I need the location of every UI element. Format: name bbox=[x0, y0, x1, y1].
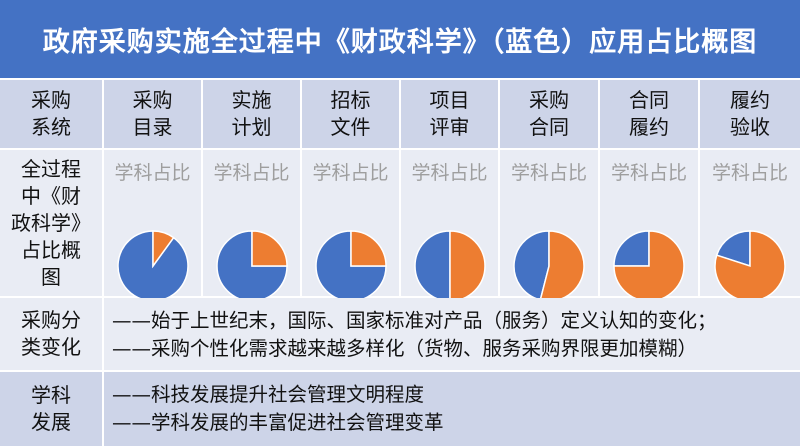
pie-slice-other bbox=[250, 230, 288, 267]
pie-cell-3: 学科占比 bbox=[302, 150, 401, 302]
pie-slice-blue bbox=[513, 230, 550, 301]
discipline-row-label: 学科 发展 bbox=[0, 372, 104, 446]
pie-chart-4 bbox=[413, 229, 487, 303]
pie-slice-other bbox=[349, 230, 387, 267]
stage-header-2: 实施 计划 bbox=[203, 80, 302, 150]
discipline-row: 学科 发展 ——科技发展提升社会管理文明程度 ——学科发展的丰富促进社会管理变革 bbox=[0, 372, 800, 446]
pie-row-label-line: 占比概 bbox=[21, 237, 81, 262]
pie-slice-blue bbox=[215, 230, 288, 302]
stage-header-4: 项目 评审 bbox=[401, 80, 500, 150]
stage-header-line: 招标 bbox=[330, 88, 371, 112]
pie-svg bbox=[714, 230, 786, 302]
pie-caption: 学科占比 bbox=[114, 162, 191, 184]
pie-slice-blue bbox=[413, 230, 451, 302]
stage-header-line: 目录 bbox=[132, 115, 173, 139]
pie-slice-blue bbox=[613, 230, 650, 267]
pie-row-label-line: 图 bbox=[41, 264, 61, 289]
pie-row-label-line: 全过程 bbox=[21, 156, 81, 181]
header-row-label-line: 系统 bbox=[31, 115, 71, 139]
discipline-lines: ——科技发展提升社会管理文明程度 ——学科发展的丰富促进社会管理变革 bbox=[112, 381, 444, 437]
pie-caption: 学科占比 bbox=[510, 162, 587, 184]
stage-header-6: 合同 履约 bbox=[600, 80, 700, 150]
pie-chart-5 bbox=[512, 229, 586, 303]
pie-chart-2 bbox=[215, 229, 289, 303]
pie-slice-other bbox=[448, 230, 486, 302]
pie-caption: 学科占比 bbox=[213, 162, 290, 184]
pie-cell-2: 学科占比 bbox=[203, 150, 302, 302]
pie-chart-3 bbox=[314, 229, 388, 303]
pie-cell-5: 学科占比 bbox=[500, 150, 600, 302]
pie-svg bbox=[116, 230, 189, 302]
pie-svg bbox=[613, 230, 685, 302]
stage-header-line: 项目 bbox=[429, 88, 470, 112]
classification-content: ——始于上世纪末，国际、国家标准对产品（服务）定义认知的变化； ——采购个性化需… bbox=[104, 298, 800, 372]
classification-row-label: 采购分 类变化 bbox=[0, 298, 104, 372]
discipline-row-label-line: 学科 bbox=[31, 383, 71, 407]
pie-chart-1 bbox=[116, 229, 190, 303]
stage-header-line: 计划 bbox=[231, 115, 272, 139]
stage-header-line: 评审 bbox=[429, 115, 470, 139]
stage-header-line: 履约 bbox=[629, 115, 669, 139]
header-row-label-line: 采购 bbox=[31, 88, 71, 112]
stage-header-5: 采购 合同 bbox=[500, 80, 600, 150]
pie-row-label-line: 中《财 bbox=[21, 183, 81, 208]
stage-header-line: 实施 bbox=[231, 88, 272, 112]
classification-line: ——始于上世纪末，国际、国家标准对产品（服务）定义认知的变化； bbox=[112, 309, 717, 332]
pie-svg bbox=[413, 230, 486, 302]
pie-svg bbox=[215, 230, 288, 302]
header-row: 采购 系统 采购 目录 实施 计划 招标 文件 项目 评审 采购 合同 合同 履约 履约 验收 bbox=[0, 80, 800, 150]
stage-header-line: 履约 bbox=[730, 88, 770, 112]
discipline-content: ——科技发展提升社会管理文明程度 ——学科发展的丰富促进社会管理变革 bbox=[104, 372, 800, 446]
discipline-row-label-line: 发展 bbox=[31, 410, 71, 434]
classification-row-label-line: 采购分 bbox=[21, 308, 81, 332]
pie-svg bbox=[513, 230, 585, 302]
classification-lines: ——始于上世纪末，国际、国家标准对产品（服务）定义认知的变化； ——采购个性化需… bbox=[112, 307, 717, 363]
pie-cell-6: 学科占比 bbox=[600, 150, 700, 302]
pie-caption: 学科占比 bbox=[312, 162, 389, 184]
pie-caption: 学科占比 bbox=[610, 162, 687, 184]
pie-slice-blue bbox=[314, 230, 387, 302]
pie-slice-other bbox=[613, 230, 685, 302]
discipline-line: ——科技发展提升社会管理文明程度 bbox=[112, 383, 425, 406]
discipline-line: ——学科发展的丰富促进社会管理变革 bbox=[112, 411, 444, 434]
pie-caption: 学科占比 bbox=[411, 162, 488, 184]
classification-row: 采购分 类变化 ——始于上世纪末，国际、国家标准对产品（服务）定义认知的变化； … bbox=[0, 298, 800, 372]
pie-slice-other bbox=[714, 230, 786, 302]
pie-row-label: 全过程 中《财 政科学》 占比概 图 bbox=[0, 150, 104, 298]
stage-header-line: 采购 bbox=[529, 88, 569, 112]
pie-cell-1: 学科占比 bbox=[104, 150, 203, 302]
header-row-label: 采购 系统 bbox=[0, 80, 104, 150]
stage-header-3: 招标 文件 bbox=[302, 80, 401, 150]
stage-header-line: 验收 bbox=[730, 115, 770, 139]
stage-header-7: 履约 验收 bbox=[700, 80, 800, 150]
pie-chart-6 bbox=[612, 229, 686, 303]
pie-row-label-line: 政科学》 bbox=[11, 210, 91, 235]
pie-caption: 学科占比 bbox=[711, 162, 788, 184]
page-title: 政府采购实施全过程中《财政科学》（蓝色）应用占比概图 bbox=[0, 0, 800, 80]
stage-header-line: 合同 bbox=[529, 115, 569, 139]
pie-svg bbox=[314, 230, 387, 302]
stage-header-line: 合同 bbox=[629, 88, 669, 112]
pie-chart-7 bbox=[713, 229, 787, 303]
pie-slice-other bbox=[151, 230, 175, 269]
pie-cell-4: 学科占比 bbox=[401, 150, 500, 302]
stage-header-line: 文件 bbox=[330, 115, 371, 139]
pie-row: 全过程 中《财 政科学》 占比概 图 学科占比 学科占比 学科占比 学科占比 学科占比学… bbox=[0, 150, 800, 302]
pie-cell-7: 学科占比 bbox=[700, 150, 800, 302]
stage-header-1: 采购 目录 bbox=[104, 80, 203, 150]
classification-row-label-line: 类变化 bbox=[21, 335, 81, 359]
stage-header-line: 采购 bbox=[132, 88, 173, 112]
classification-line: ——采购个性化需求越来越多样化（货物、服务采购界限更加模糊） bbox=[112, 337, 698, 360]
